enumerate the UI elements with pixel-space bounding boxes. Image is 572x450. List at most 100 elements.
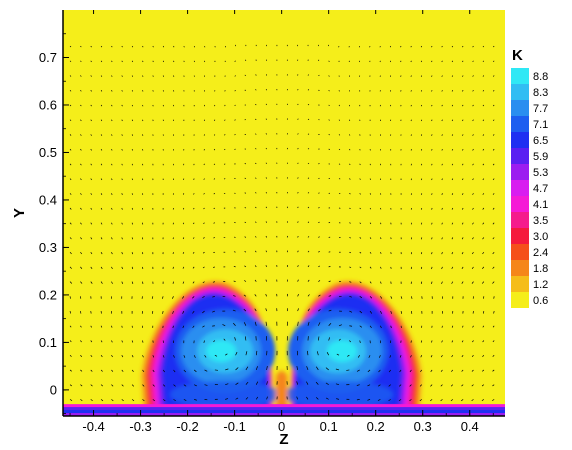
velocity-vector xyxy=(100,399,104,402)
velocity-vector xyxy=(152,45,154,48)
velocity-vector xyxy=(462,90,464,92)
velocity-vector xyxy=(162,60,164,63)
velocity-vector xyxy=(100,193,103,195)
velocity-vector xyxy=(325,397,329,400)
velocity-vector xyxy=(349,193,351,195)
velocity-vector xyxy=(482,178,485,181)
velocity-vector xyxy=(369,281,372,284)
velocity-vector xyxy=(441,60,443,63)
velocity-vector xyxy=(492,237,495,240)
velocity-vector xyxy=(349,148,351,151)
velocity-vector xyxy=(356,369,360,372)
velocity-vector xyxy=(192,325,195,329)
velocity-vector xyxy=(142,90,144,92)
velocity-vector xyxy=(131,399,135,402)
velocity-vector xyxy=(224,134,226,136)
velocity-vector xyxy=(380,296,383,299)
velocity-vector xyxy=(451,60,454,63)
velocity-vector xyxy=(472,148,474,151)
velocity-vector xyxy=(369,266,372,269)
y-tick-label: 0.5 xyxy=(39,145,57,160)
velocity-vector xyxy=(409,369,412,373)
velocity-vector xyxy=(451,325,454,328)
velocity-vector xyxy=(441,207,443,210)
velocity-vector xyxy=(450,399,454,402)
velocity-vector xyxy=(431,45,433,48)
velocity-vector xyxy=(472,237,474,240)
velocity-vector xyxy=(90,399,93,402)
velocity-vector xyxy=(359,325,363,328)
velocity-vector xyxy=(380,237,382,240)
velocity-vector xyxy=(379,45,381,48)
velocity-vector xyxy=(297,308,299,312)
velocity-vector xyxy=(472,193,474,195)
velocity-vector xyxy=(369,296,373,299)
colorbar-legend: K 8.8 8.3 7.7 7.1 6.5 5.9 5.3 4.7 4.1 3.5 3.0 2.4 1.… xyxy=(511,47,548,308)
velocity-vector xyxy=(482,207,485,210)
velocity-vector xyxy=(367,369,371,373)
velocity-vector xyxy=(380,207,382,210)
velocity-vector xyxy=(347,354,350,357)
velocity-vector xyxy=(297,103,299,106)
velocity-vector xyxy=(297,279,299,282)
velocity-vector xyxy=(100,90,103,92)
velocity-vector xyxy=(255,396,259,400)
velocity-vector xyxy=(419,399,422,402)
velocity-vector xyxy=(255,366,258,371)
velocity-vector xyxy=(472,119,474,122)
velocity-vector xyxy=(451,104,454,107)
velocity-vector xyxy=(212,281,215,283)
velocity-vector xyxy=(131,281,134,284)
velocity-vector xyxy=(462,163,464,166)
velocity-vector xyxy=(297,221,299,223)
velocity-vector xyxy=(359,222,362,224)
velocity-vector xyxy=(297,293,299,297)
velocity-vector xyxy=(431,149,433,151)
velocity-vector xyxy=(213,193,216,195)
velocity-vector xyxy=(121,355,124,358)
velocity-vector xyxy=(297,133,299,135)
velocity-vector xyxy=(420,340,423,343)
velocity-vector xyxy=(100,75,103,77)
velocity-vector xyxy=(90,266,93,269)
velocity-vector xyxy=(255,103,257,106)
velocity-vector xyxy=(90,251,93,255)
velocity-vector xyxy=(100,148,103,151)
velocity-vector xyxy=(121,90,123,92)
velocity-vector xyxy=(111,399,114,402)
velocity-vector xyxy=(183,355,186,358)
velocity-vector xyxy=(69,193,72,195)
velocity-vector xyxy=(315,366,319,371)
velocity-vector xyxy=(182,207,185,210)
velocity-vector xyxy=(111,178,113,181)
velocity-vector xyxy=(80,134,82,136)
velocity-vector xyxy=(69,399,73,401)
velocity-vector xyxy=(400,45,402,48)
velocity-vector xyxy=(349,310,353,313)
velocity-vector xyxy=(90,45,92,48)
velocity-vector xyxy=(203,340,205,344)
velocity-vector xyxy=(80,354,83,357)
colorbar-label: 1.2 xyxy=(533,279,548,291)
velocity-vector xyxy=(90,340,93,343)
velocity-vector xyxy=(131,75,134,77)
velocity-vector xyxy=(244,221,247,224)
velocity-vector xyxy=(161,296,164,299)
velocity-vector xyxy=(441,281,443,284)
velocity-vector xyxy=(152,75,154,77)
velocity-vector xyxy=(369,178,371,180)
velocity-vector xyxy=(296,365,298,371)
velocity-vector xyxy=(162,45,165,48)
velocity-vector xyxy=(235,382,239,385)
velocity-vector xyxy=(462,325,464,328)
velocity-vector xyxy=(461,355,464,358)
velocity-vector xyxy=(254,279,257,282)
velocity-vector xyxy=(213,237,216,239)
velocity-vector xyxy=(357,355,360,358)
colorbar-swatch xyxy=(511,228,529,244)
velocity-vector xyxy=(482,237,485,240)
velocity-vector xyxy=(193,193,195,195)
x-tick-label: 0.3 xyxy=(414,419,432,434)
x-axis-ticks: -0.4 -0.3 -0.2 -0.1 0 0.1 0.2 0.3 0.4 xyxy=(69,10,494,434)
velocity-vector xyxy=(202,281,205,284)
